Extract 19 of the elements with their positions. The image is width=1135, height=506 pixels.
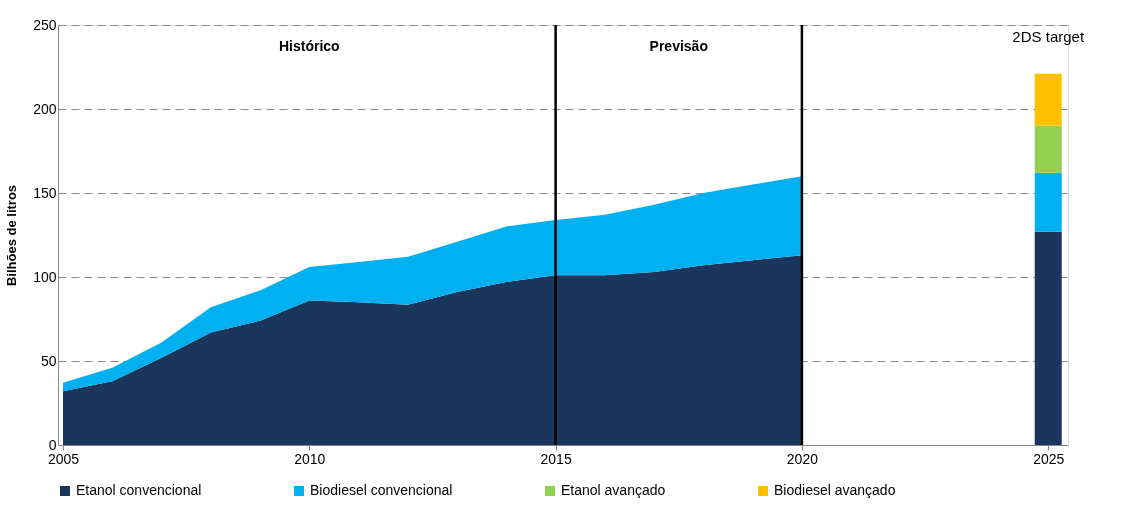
legend-label: Biodiesel convencional [310,482,453,498]
y-axis-title: Bilhões de litros [4,184,20,287]
y-tick-label: 250 [33,16,57,33]
y-tick-label: 0 [48,436,57,453]
x-tick-label: 2010 [294,450,326,467]
y-tick-label: 50 [40,352,57,369]
x-tick-label: 2005 [47,450,80,467]
x-tick-label: 2015 [540,450,572,467]
y-tick-label: 150 [33,184,57,201]
x-tick-label: 2025 [1033,450,1065,467]
y-tick-label: 100 [33,268,57,285]
y-tick-label: 200 [33,100,57,117]
annotation: Previsão [649,38,708,54]
legend-label: Biodiesel avançado [774,482,896,498]
legend-label: Etanol convencional [76,482,202,498]
x-tick-label: 2020 [786,450,819,467]
legend-label: Etanol avançado [561,482,666,498]
annotation: 2DS target [1012,28,1085,45]
annotation: Histórico [278,38,340,54]
